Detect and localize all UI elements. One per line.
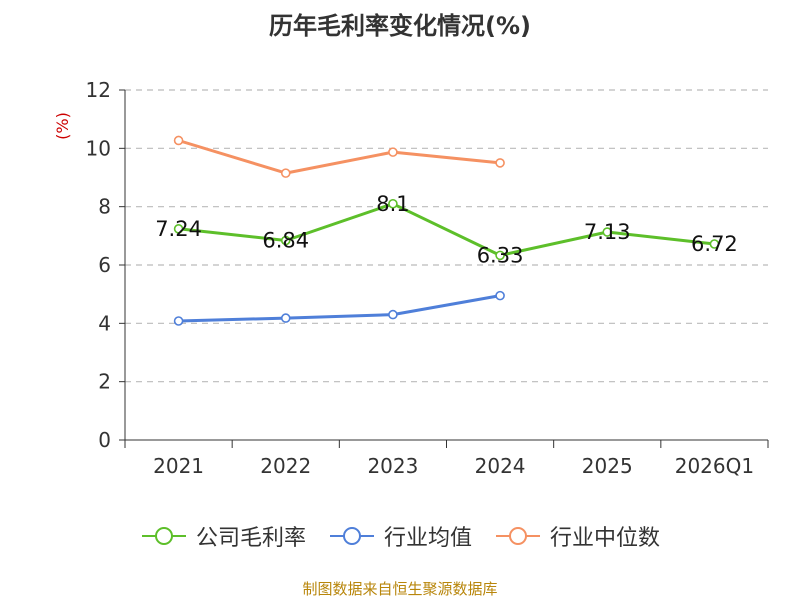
data-point	[173, 224, 184, 234]
y-tick-label: 8	[98, 195, 111, 219]
legend-item-company[interactable]: 公司毛利率	[140, 520, 306, 552]
legend: 公司毛利率 行业均值 行业中位数	[0, 520, 800, 552]
data-point	[173, 316, 184, 326]
data-label: 8.1	[376, 192, 409, 216]
data-point	[388, 147, 398, 157]
legend-line-circle-icon	[329, 527, 374, 545]
data-point	[388, 309, 398, 320]
data-label: 7.24	[155, 217, 202, 241]
series-line	[178, 294, 501, 323]
source-note: 制图数据来自恒生聚源数据库	[302, 580, 498, 598]
legend-item-industry-avg[interactable]: 行业均值	[328, 520, 472, 552]
data-point	[495, 158, 505, 168]
data-point	[280, 235, 291, 246]
y-tick-label: 10	[86, 136, 111, 160]
data-point	[602, 227, 613, 237]
data-point	[173, 135, 184, 146]
y-tick-label: 0	[98, 428, 111, 452]
legend-label: 公司毛利率	[195, 526, 306, 551]
data-label: 7.13	[584, 220, 631, 244]
data-point	[388, 198, 398, 209]
data-point	[495, 290, 505, 301]
data-point	[495, 250, 505, 261]
legend-label: 行业中位数	[550, 526, 661, 551]
legend-line-circle-icon	[141, 527, 186, 545]
x-tick-label: 2024	[475, 454, 526, 478]
series-line	[178, 202, 715, 257]
y-tick-label: 4	[98, 311, 111, 335]
legend-label: 行业均值	[383, 526, 472, 551]
y-tick-label: 12	[86, 78, 111, 102]
data-point	[280, 313, 291, 323]
x-tick-label: 2026Q1	[675, 454, 754, 478]
y-tick-label: 6	[98, 253, 111, 277]
data-point	[709, 239, 720, 249]
data-labels: 7.24 6.84 8.1 6.33 7.13 6.72	[155, 192, 738, 268]
x-tick-label: 2021	[153, 454, 204, 478]
y-axis-label: (%)	[53, 112, 72, 140]
legend-line-circle-icon	[496, 527, 540, 545]
x-tick-label: 2022	[260, 454, 311, 478]
series-group	[173, 135, 720, 326]
chart-title: 历年毛利率变化情况(%)	[269, 12, 531, 40]
series-line	[178, 139, 501, 175]
grid-lines	[125, 89, 768, 383]
x-tick-label: 2025	[582, 454, 633, 478]
axes: 0 2 4 6 8 10 12 2021 2022 2023 2024 2025 2026Q1	[86, 78, 769, 478]
data-label: 6.84	[262, 229, 309, 253]
y-tick-label: 2	[98, 370, 111, 394]
legend-item-industry-median[interactable]: 行业中位数	[494, 520, 660, 552]
data-label: 6.72	[691, 232, 738, 256]
data-point	[280, 168, 291, 178]
line-chart: 0 2 4 6 8 10 12 2021 2022 2023 2024 2025 2026Q1 7.24…	[53, 78, 769, 478]
data-label: 6.33	[477, 243, 524, 267]
x-tick-label: 2023	[367, 454, 418, 478]
